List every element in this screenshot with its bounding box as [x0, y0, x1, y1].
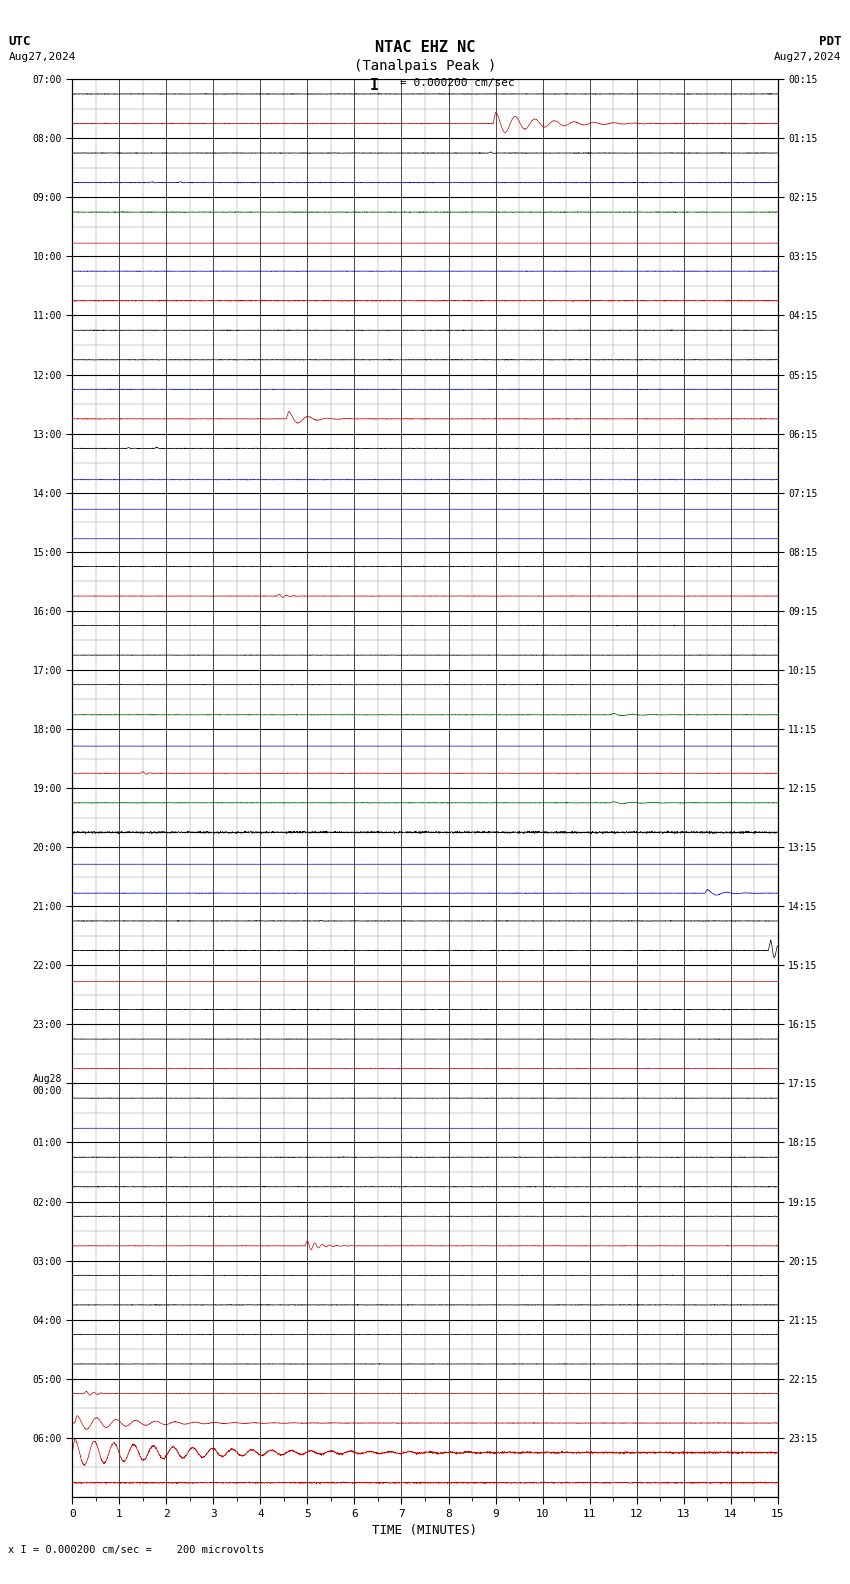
Text: x I = 0.000200 cm/sec =    200 microvolts: x I = 0.000200 cm/sec = 200 microvolts: [8, 1546, 264, 1555]
Text: I: I: [370, 78, 378, 92]
Text: (Tanalpais Peak ): (Tanalpais Peak ): [354, 59, 496, 73]
Text: Aug27,2024: Aug27,2024: [8, 52, 76, 62]
X-axis label: TIME (MINUTES): TIME (MINUTES): [372, 1524, 478, 1536]
Text: NTAC EHZ NC: NTAC EHZ NC: [375, 40, 475, 54]
Text: UTC: UTC: [8, 35, 31, 48]
Text: Aug27,2024: Aug27,2024: [774, 52, 842, 62]
Text: PDT: PDT: [819, 35, 842, 48]
Text: = 0.000200 cm/sec: = 0.000200 cm/sec: [400, 78, 514, 87]
